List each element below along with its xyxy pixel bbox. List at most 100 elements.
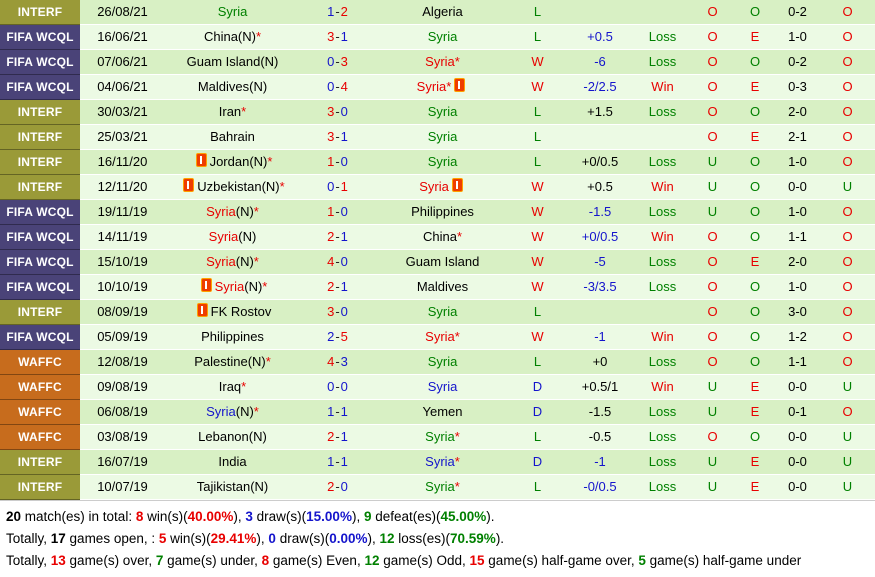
score-away: 0 — [340, 154, 348, 169]
score-home: 2 — [327, 329, 335, 344]
summary-segment: 29.41% — [210, 531, 257, 546]
fulltime-score: 2-1 — [300, 225, 375, 250]
team-star-marker: * — [241, 379, 247, 394]
result-letter: L — [510, 100, 565, 125]
summary-segment: 7 — [155, 553, 164, 568]
home-team: Tajikistan(N) — [165, 475, 300, 500]
score-away: 0 — [340, 254, 348, 269]
team-star-marker: * — [454, 479, 460, 494]
match-date: 26/08/21 — [80, 0, 165, 25]
summary-segment: match(es) in total: — [21, 509, 136, 524]
halftime-over-under-letter: O — [820, 150, 875, 175]
summary-segment: Totally, — [6, 553, 51, 568]
home-team: Lebanon(N) — [165, 425, 300, 450]
summary-segment: 0 — [268, 531, 276, 546]
home-team-name: China — [203, 29, 238, 44]
summary-segment: game(s) Even, — [269, 553, 365, 568]
team-neutral-suffix: (N) — [247, 354, 266, 369]
away-team-name: Syria — [427, 304, 458, 319]
score-home: 3 — [327, 104, 335, 119]
halftime-over-under-letter: O — [820, 200, 875, 225]
fulltime-score: 3-1 — [300, 125, 375, 150]
halftime-score: 1-1 — [775, 225, 820, 250]
odd-even-letter: O — [735, 175, 775, 200]
summary-segment: ). — [495, 531, 505, 546]
match-date: 12/08/19 — [80, 350, 165, 375]
halftime-score: 1-2 — [775, 325, 820, 350]
result-letter: L — [510, 150, 565, 175]
asian-handicap-value: -1.5 — [565, 400, 635, 425]
score-home: 3 — [327, 129, 335, 144]
match-row: FIFA WCQL 10/10/19 Syria(N)* 2-1 Maldives W -3… — [0, 275, 875, 300]
match-row: INTERF 08/09/19 FK Rostov 3-0 Syria L O O 3-0 O — [0, 300, 875, 325]
score-away: 0 — [340, 304, 348, 319]
summary-segment: 20 — [6, 509, 22, 524]
home-team: Guam Island(N) — [165, 50, 300, 75]
away-team: Syria — [375, 25, 510, 50]
halftime-score: 0-0 — [775, 375, 820, 400]
result-letter: W — [510, 50, 565, 75]
red-card-icon — [451, 178, 463, 192]
over-under-letter: O — [690, 50, 735, 75]
away-team-name: Syria — [425, 479, 455, 494]
score-home: 0 — [327, 179, 335, 194]
asian-handicap-value: +0.5/1 — [565, 375, 635, 400]
team-star-marker: * — [255, 29, 262, 44]
match-row: FIFA WCQL 19/11/19 Syria(N)* 1-0 Philippines… — [0, 200, 875, 225]
home-team-name: Jordan — [209, 154, 250, 169]
away-team: Maldives — [375, 275, 510, 300]
over-under-letter: O — [690, 0, 735, 25]
match-date: 10/07/19 — [80, 475, 165, 500]
score-away: 3 — [340, 354, 348, 369]
summary-segment: 15 — [469, 553, 485, 568]
result-letter: D — [510, 400, 565, 425]
summary-segment: ), — [256, 531, 269, 546]
summary-segment: 5 — [638, 553, 646, 568]
match-date: 19/11/19 — [80, 200, 165, 225]
over-under-letter: O — [690, 225, 735, 250]
home-team-name: India — [218, 454, 247, 469]
summary-segment: win(s)( — [143, 509, 188, 524]
fulltime-score: 0-4 — [300, 75, 375, 100]
team-neutral-suffix: (N) — [249, 154, 268, 169]
handicap-result: Loss — [635, 400, 690, 425]
halftime-score: 1-0 — [775, 150, 820, 175]
handicap-result: Win — [635, 225, 690, 250]
odd-even-letter: E — [735, 375, 775, 400]
odd-even-letter: E — [735, 250, 775, 275]
score-dash: - — [335, 79, 340, 94]
away-team: Syria* — [375, 75, 510, 100]
team-neutral-suffix: (N) — [260, 54, 279, 69]
score-home: 1 — [327, 154, 335, 169]
match-date: 25/03/21 — [80, 125, 165, 150]
summary-segment: game(s) half-game under — [645, 553, 802, 568]
home-team: Iraq* — [165, 375, 300, 400]
competition-badge: WAFFC — [0, 350, 80, 375]
score-home: 2 — [327, 229, 335, 244]
asian-handicap-value: +0/0.5 — [565, 150, 635, 175]
home-team: China(N)* — [165, 25, 300, 50]
halftime-score: 3-0 — [775, 300, 820, 325]
away-team-name: China — [422, 229, 457, 244]
odd-even-letter: O — [735, 50, 775, 75]
halftime-score: 1-0 — [775, 25, 820, 50]
home-team: Philippines — [165, 325, 300, 350]
score-home: 2 — [327, 279, 335, 294]
odd-even-letter: O — [735, 150, 775, 175]
asian-handicap-value: -3/3.5 — [565, 275, 635, 300]
team-star-marker: * — [253, 204, 259, 219]
over-under-letter: U — [690, 450, 735, 475]
score-away: 1 — [340, 429, 348, 444]
over-under-letter: O — [690, 300, 735, 325]
summary-segment: defeat(es)( — [371, 509, 441, 524]
score-dash: - — [335, 479, 340, 494]
away-team-name: Syria — [427, 129, 458, 144]
competition-badge: INTERF — [0, 175, 80, 200]
away-team: Syria — [375, 375, 510, 400]
over-under-letter: O — [690, 250, 735, 275]
team-neutral-suffix: (N) — [248, 429, 267, 444]
away-team: Syria — [375, 300, 510, 325]
match-row: INTERF 30/03/21 Iran* 3-0 Syria L +1.5 Loss O O 2-… — [0, 100, 875, 125]
away-team: Syria* — [375, 475, 510, 500]
score-dash: - — [335, 129, 340, 144]
